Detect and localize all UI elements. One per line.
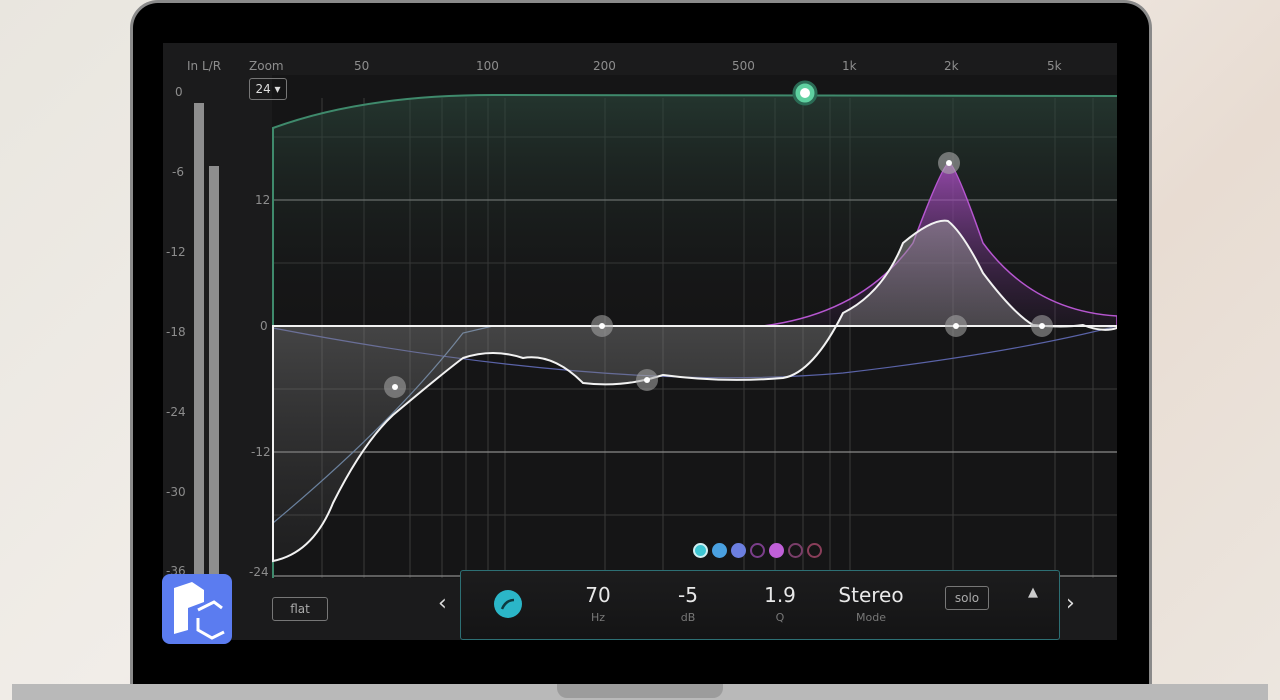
gain-tick: -12	[251, 445, 271, 459]
mode-value[interactable]: Stereo	[838, 583, 904, 607]
band-dot-6[interactable]	[788, 543, 803, 558]
band-dot-3[interactable]	[731, 543, 746, 558]
pc-logo	[162, 574, 232, 644]
eq-plugin-window: In L/R 0 -6 -12 -18 -24 -30 -36 Zoom 24 …	[163, 43, 1117, 640]
freq-tick: 200	[593, 59, 616, 73]
gain-unit: dB	[680, 611, 696, 624]
flat-button[interactable]: flat	[272, 597, 328, 621]
meter-scale-label: -6	[172, 165, 184, 179]
freq-tick: 500	[732, 59, 755, 73]
meter-title: In L/R	[187, 59, 222, 73]
lowpass-curve	[272, 93, 1117, 578]
freq-value[interactable]: 70	[585, 583, 611, 607]
gain-value[interactable]: -5	[678, 583, 698, 607]
eq-graph[interactable]	[163, 43, 1117, 640]
filter-type-icon[interactable]	[494, 590, 522, 618]
gain-tick: 12	[255, 193, 271, 207]
band-editor-panel: 70 Hz -5 dB 1.9 Q Stereo Mode solo ▲	[460, 570, 1060, 640]
band-dot-2[interactable]	[712, 543, 727, 558]
freq-tick: 1k	[842, 59, 857, 73]
freq-tick: 5k	[1047, 59, 1062, 73]
zoom-label: Zoom	[249, 59, 284, 73]
freq-tick: 2k	[944, 59, 959, 73]
freq-tick: 50	[354, 59, 370, 73]
q-unit: Q	[775, 611, 785, 624]
band-handles[interactable]	[384, 80, 1053, 398]
band-dot-5[interactable]	[769, 543, 784, 558]
band-dot-7[interactable]	[807, 543, 822, 558]
spectrum-analyzer	[272, 219, 1117, 563]
freq-tick: 100	[476, 59, 499, 73]
meter-scale-label: -24	[166, 405, 186, 419]
q-value[interactable]: 1.9	[764, 583, 796, 607]
meter-scale-label: -18	[166, 325, 186, 339]
collapse-panel-button[interactable]: ▲	[1028, 585, 1038, 600]
meter-scale-label: -12	[166, 245, 186, 259]
zoom-dropdown[interactable]: 24 ▾	[249, 78, 287, 100]
meter-scale-label: 0	[175, 85, 183, 99]
next-band-button[interactable]: ›	[1066, 591, 1075, 616]
gain-tick: 0	[260, 319, 268, 333]
prev-band-button[interactable]: ‹	[438, 591, 447, 616]
input-meter-left	[194, 103, 204, 578]
band-dot-4[interactable]	[750, 543, 765, 558]
band-selector[interactable]	[693, 543, 822, 558]
mode-unit: Mode	[856, 611, 886, 624]
input-meter-right	[209, 166, 219, 578]
solo-button[interactable]: solo	[945, 586, 989, 610]
freq-unit: Hz	[590, 611, 606, 624]
band-dot-1[interactable]	[693, 543, 708, 558]
gain-tick: -24	[249, 565, 269, 579]
laptop-notch	[557, 684, 723, 698]
meter-scale-label: -30	[166, 485, 186, 499]
